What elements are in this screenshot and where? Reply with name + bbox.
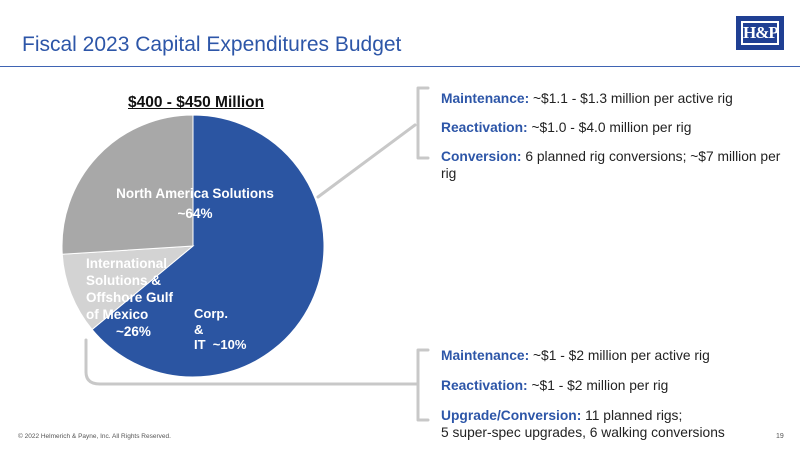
connector-bottom <box>84 338 420 386</box>
detail-text: ~$1 - $2 million per active rig <box>529 348 710 363</box>
corp-line-2: & <box>194 321 204 337</box>
corp-pct: ~10% <box>212 337 247 352</box>
detail-key: Reactivation: <box>441 120 528 135</box>
corp-line-3: IT <box>194 337 206 352</box>
detail-text: ~$1.1 - $1.3 million per active rig <box>529 91 733 106</box>
intl-name: International Solutions & Offshore Gulf … <box>86 256 173 322</box>
detail-item: Reactivation: ~$1.0 - $4.0 million per r… <box>441 119 786 136</box>
detail-key: Reactivation: <box>441 378 528 393</box>
pie-slice-0 <box>91 114 325 378</box>
page-number: 19 <box>776 433 784 440</box>
page-title: Fiscal 2023 Capital Expenditures Budget <box>22 33 402 56</box>
detail-item: Conversion: 6 planned rig conversions; ~… <box>441 148 786 182</box>
detail-item: Reactivation: ~$1 - $2 million per rig <box>441 377 786 394</box>
corp-line-1: Corp. <box>194 306 228 321</box>
logo-lettering: H&P <box>741 21 779 45</box>
copyright-notice: © 2022 Helmerich & Payne, Inc. All Right… <box>18 433 171 440</box>
pie-slice-2 <box>61 114 194 255</box>
bracket-bottom <box>416 348 430 422</box>
title-divider <box>0 66 800 67</box>
detail-text: ~$1 - $2 million per rig <box>527 378 669 393</box>
detail-text: 6 planned rig conversions; ~$7 million p… <box>441 149 781 181</box>
detail-item: Maintenance: ~$1.1 - $1.3 million per ac… <box>441 90 786 107</box>
budget-total: $400 - $450 Million <box>128 94 265 111</box>
corp-line-3-wrap: IT ~10% <box>194 337 272 353</box>
nas-name: North America Solutions <box>116 186 274 201</box>
bracket-top <box>416 86 430 160</box>
detail-item: Upgrade/Conversion: 11 planned rigs; 5 s… <box>441 407 786 441</box>
intl-pct: ~26% <box>116 324 151 339</box>
slice-label-international: International Solutions & Offshore Gulf … <box>86 255 176 340</box>
detail-item: Maintenance: ~$1 - $2 million per active… <box>441 347 786 364</box>
detail-text: 11 planned rigs; <box>581 408 683 423</box>
detail-text: ~$1.0 - $4.0 million per rig <box>527 120 692 135</box>
slice-label-north-america: North America Solutions ~64% <box>100 185 290 222</box>
detail-key: Conversion: <box>441 149 522 164</box>
detail-key: Maintenance: <box>441 91 530 106</box>
pie-slices <box>61 114 325 378</box>
connector-lines <box>84 86 430 422</box>
slice-label-corp-it: Corp. & IT ~10% <box>194 306 272 353</box>
detail-key: Upgrade/Conversion: <box>441 408 582 423</box>
company-logo: H&P <box>736 16 784 50</box>
detail-key: Maintenance: <box>441 348 530 363</box>
north-america-details-panel: Maintenance: ~$1.1 - $1.3 million per ac… <box>441 90 786 194</box>
nas-pct: ~64% <box>177 206 213 221</box>
detail-text-line-2: 5 super-spec upgrades, 6 walking convers… <box>441 425 725 440</box>
connector-top-diagonal <box>316 123 417 199</box>
international-details-panel: Maintenance: ~$1 - $2 million per active… <box>441 347 786 450</box>
pie-slice-1 <box>61 245 195 331</box>
